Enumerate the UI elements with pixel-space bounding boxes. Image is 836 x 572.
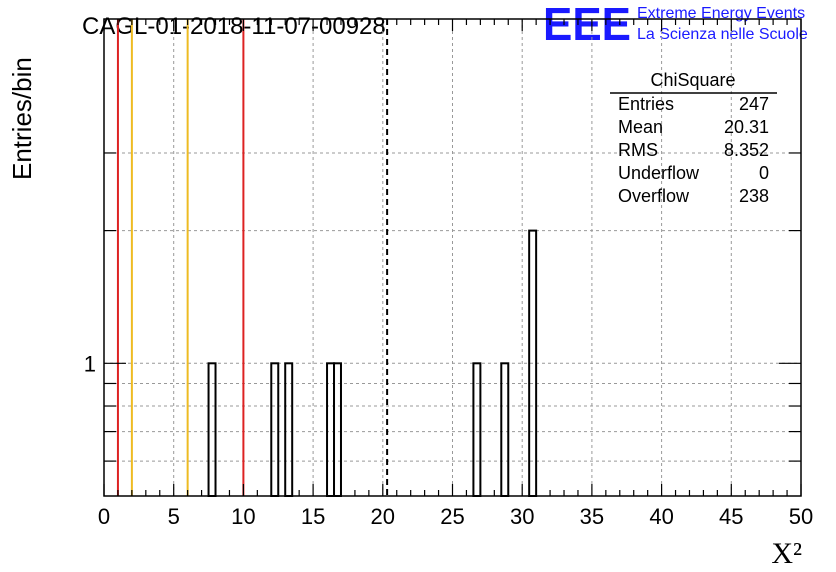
x-axis: 0 5 10 15 20 25 30 35 40 45 50	[98, 19, 813, 529]
x-tick-label: 40	[649, 504, 673, 529]
x-tick-label: 25	[440, 504, 464, 529]
histogram-bars	[207, 229, 538, 497]
stat-label-mean: Mean	[618, 117, 663, 137]
stats-title: ChiSquare	[650, 70, 735, 90]
stat-label-entries: Entries	[618, 94, 674, 114]
grid	[104, 19, 801, 496]
stat-value-mean: 20.31	[724, 117, 769, 137]
stat-value-underflow: 0	[759, 163, 769, 183]
x-tick-label: 5	[168, 504, 180, 529]
stat-value-overflow: 238	[739, 186, 769, 206]
stat-value-entries: 247	[739, 94, 769, 114]
x-tick-label: 15	[301, 504, 325, 529]
eee-logo: EEE Extreme Energy Events La Scienza nel…	[543, 0, 808, 50]
x-tick-label: 35	[580, 504, 604, 529]
logo-mark: EEE	[543, 0, 631, 50]
x-tick-label: 45	[719, 504, 743, 529]
x-tick-label: 0	[98, 504, 110, 529]
stat-label-underflow: Underflow	[618, 163, 700, 183]
logo-line2: La Scienza nelle Scuole	[637, 26, 808, 43]
x-tick-label: 30	[510, 504, 534, 529]
y-axis-label: Entries/bin	[7, 57, 37, 180]
x-tick-label: 20	[371, 504, 395, 529]
stat-label-rms: RMS	[618, 140, 658, 160]
stat-value-rms: 8.352	[724, 140, 769, 160]
stats-box: ChiSquare Entries 247 Mean 20.31 RMS 8.3…	[610, 70, 777, 206]
chart-title: CAGL-01-2018-11-07-00928	[82, 13, 386, 40]
y-tick-label: 1	[84, 351, 96, 376]
reference-lines	[116, 19, 389, 496]
logo-line1: Extreme Energy Events	[637, 5, 805, 22]
y-axis: 1	[84, 152, 801, 462]
x-tick-label: 50	[789, 504, 813, 529]
stat-label-overflow: Overflow	[618, 186, 690, 206]
x-tick-label: 10	[231, 504, 255, 529]
x-axis-label: X²	[771, 537, 802, 570]
